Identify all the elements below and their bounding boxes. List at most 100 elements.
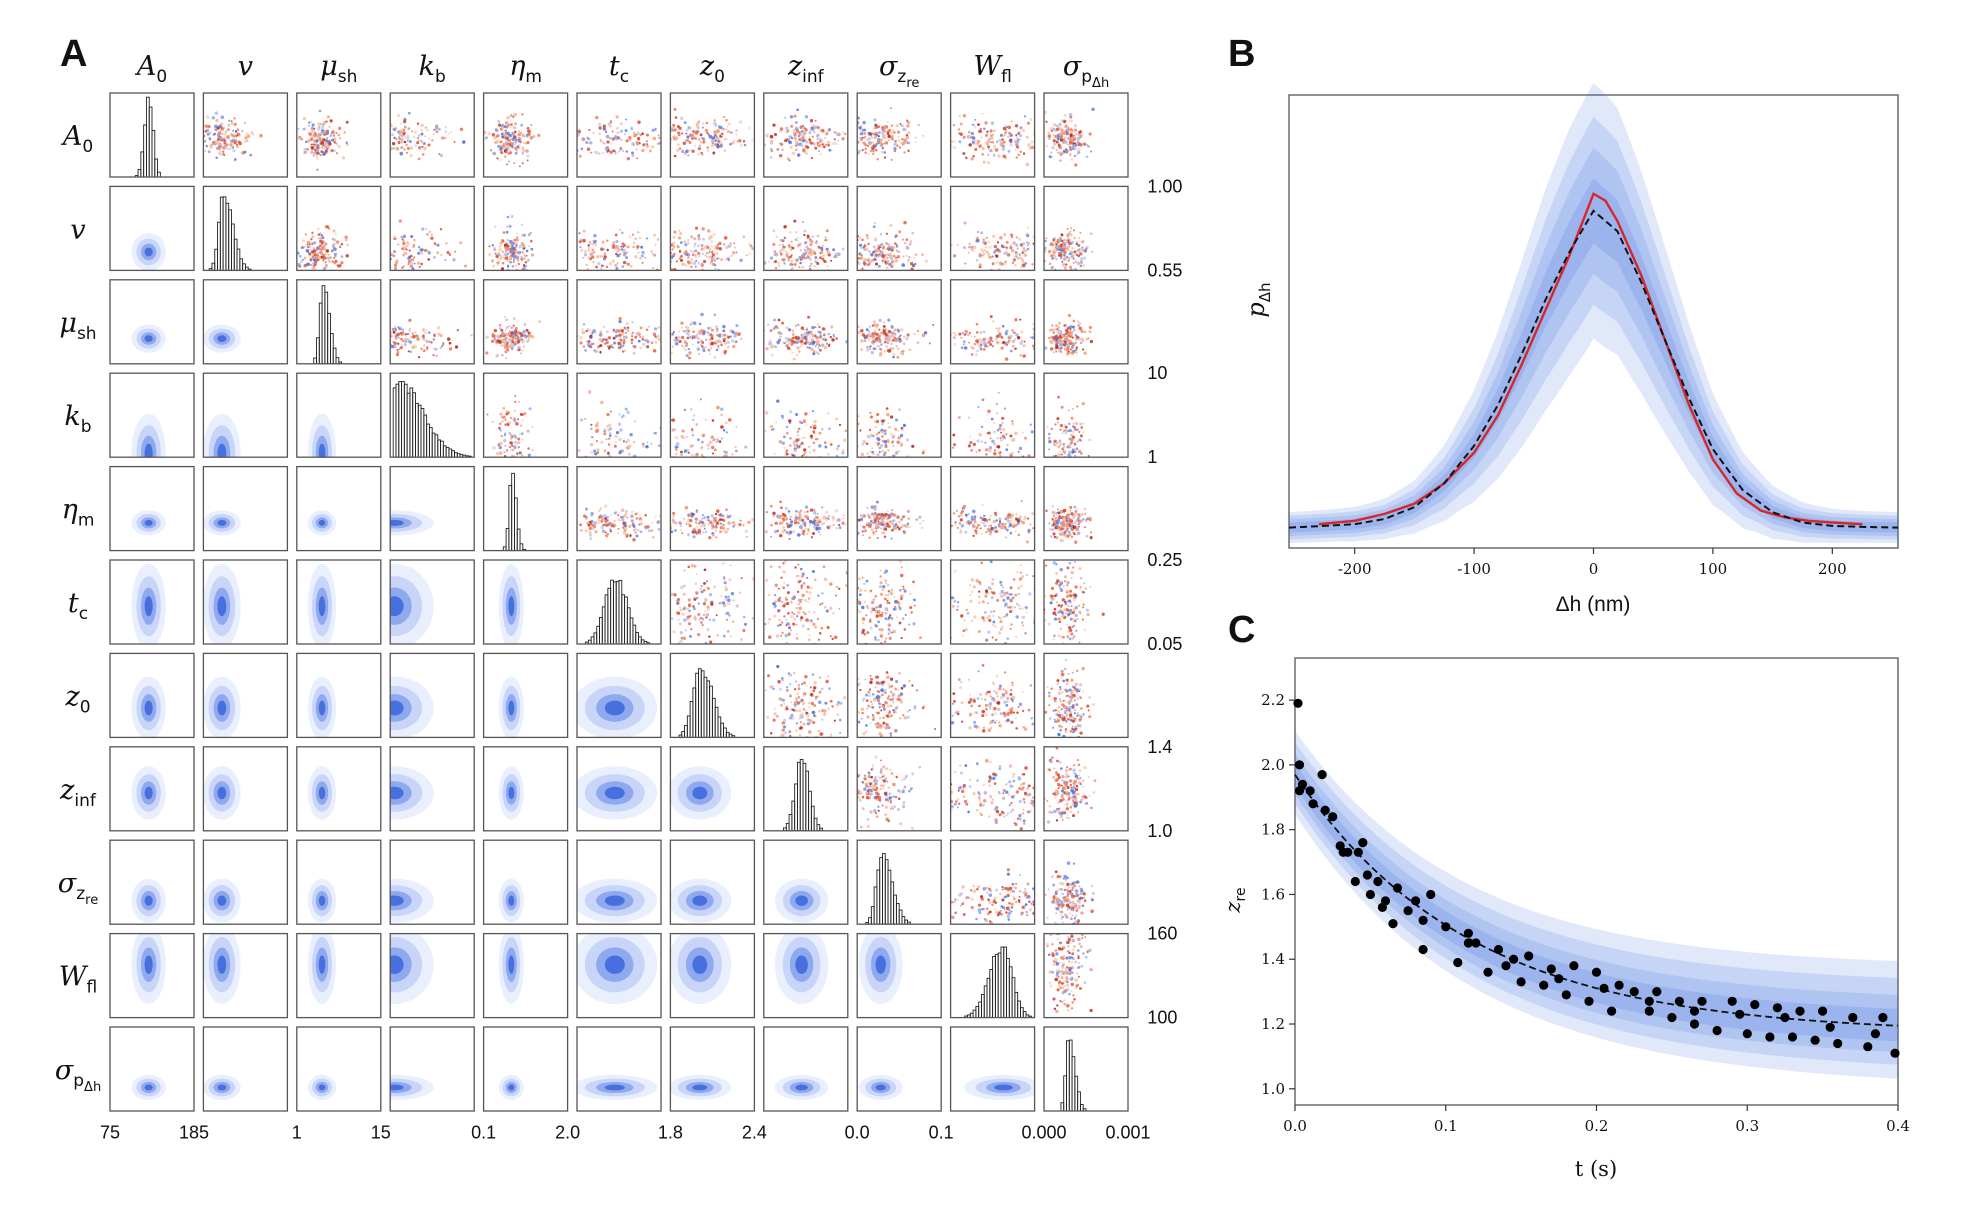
scatter-sample-point <box>953 146 957 150</box>
scatter-sample-point <box>579 246 582 249</box>
scatter-sample-point <box>622 243 627 247</box>
scatter-sample-point <box>504 316 507 319</box>
scatter-sample-point <box>1012 345 1015 348</box>
scatter-sample-point <box>788 337 791 340</box>
scatter-sample-point <box>803 233 806 237</box>
scatter-sample-point <box>639 346 642 350</box>
scatter-sample-point <box>1055 258 1058 261</box>
scatter-sample-point <box>796 346 800 350</box>
scatter-sample-point <box>834 329 836 331</box>
scatter-sample-point <box>1059 332 1063 336</box>
scatter-sample-point <box>506 215 510 219</box>
scatter-sample-point <box>508 160 510 163</box>
scatter-sample-point <box>684 243 688 247</box>
scatter-sample-point <box>1026 240 1031 245</box>
scatter-sample-point <box>1068 326 1071 329</box>
scatter-sample-point <box>680 116 684 120</box>
scatter-sample-point <box>913 332 916 336</box>
scatter-sample-point <box>850 243 853 246</box>
scatter-sample-point <box>1004 260 1007 263</box>
scatter-sample-point <box>866 138 869 141</box>
scatter-sample-point <box>896 355 900 359</box>
scatter-sample-point <box>811 335 814 338</box>
scatter-sample-point <box>510 142 514 146</box>
scatter-sample-point <box>652 122 654 124</box>
scatter-sample-point <box>203 139 207 143</box>
scatter-sample-point <box>212 143 215 146</box>
scatter-sample-point <box>384 246 386 248</box>
scatter-sample-point <box>840 322 843 325</box>
scatter-sample-point <box>1074 128 1077 131</box>
corner-cell-A0-W_fl <box>949 92 1036 178</box>
scatter-sample-point <box>711 136 716 140</box>
scatter-sample-point <box>852 242 854 244</box>
scatter-sample-point <box>663 244 666 247</box>
scatter-sample-point <box>697 245 700 248</box>
scatter-sample-point <box>760 354 763 357</box>
scatter-sample-point <box>371 127 373 129</box>
scatter-sample-point <box>964 329 968 334</box>
scatter-sample-point <box>401 266 404 269</box>
scatter-sample-point <box>589 257 593 261</box>
scatter-sample-point <box>435 130 439 134</box>
scatter-sample-point <box>803 328 806 332</box>
scatter-sample-point <box>706 149 710 152</box>
scatter-sample-point <box>1006 343 1009 346</box>
scatter-sample-point <box>408 327 412 331</box>
scatter-sample-point <box>558 247 561 250</box>
scatter-sample-point <box>569 136 572 139</box>
col-header-sigma_pdh: σpΔh <box>1063 51 1109 91</box>
scatter-sample-point <box>673 230 677 234</box>
scatter-sample-point <box>318 109 322 113</box>
scatter-sample-point <box>1016 247 1019 250</box>
scatter-sample-point <box>971 141 976 145</box>
scatter-sample-point <box>681 149 685 153</box>
scatter-sample-point <box>316 253 319 256</box>
scatter-sample-point <box>510 326 513 329</box>
scatter-sample-point <box>1075 338 1078 341</box>
scatter-sample-point <box>1005 246 1008 249</box>
scatter-sample-point <box>527 132 531 136</box>
scatter-sample-point <box>641 152 644 155</box>
scatter-sample-point <box>302 127 306 131</box>
scatter-sample-point <box>739 258 743 262</box>
scatter-sample-point <box>678 339 682 344</box>
scatter-sample-point <box>489 149 493 152</box>
scatter-sample-point <box>527 129 532 134</box>
scatter-sample-point <box>755 324 758 327</box>
scatter-sample-point <box>878 339 882 343</box>
scatter-sample-point <box>811 135 815 138</box>
scatter-sample-point <box>693 242 697 246</box>
scatter-sample-point <box>318 137 323 141</box>
scatter-sample-point <box>417 136 420 140</box>
scatter-sample-point <box>697 251 701 256</box>
row-label-sub2-sigma_pdh: Δh <box>84 1080 101 1095</box>
scatter-sample-point <box>1010 248 1015 253</box>
scatter-sample-point <box>801 139 805 143</box>
corner-cell-content <box>670 226 754 271</box>
scatter-sample-point <box>841 144 843 146</box>
scatter-sample-point <box>618 150 621 153</box>
col-header-sub-W_fl: fl <box>1001 67 1012 87</box>
scatter-sample-point <box>909 243 912 246</box>
scatter-sample-point <box>337 338 340 341</box>
scatter-sample-point <box>815 336 819 340</box>
scatter-sample-point <box>525 467 527 469</box>
scatter-sample-point <box>905 128 908 131</box>
scatter-sample-point <box>503 433 507 437</box>
scatter-sample-point <box>508 332 512 336</box>
scatter-sample-point <box>763 261 767 265</box>
corner-cell-frame <box>669 185 756 272</box>
scatter-sample-point <box>798 265 801 269</box>
scatter-sample-point <box>893 142 897 146</box>
scatter-sample-point <box>437 127 441 131</box>
scatter-sample-point <box>667 337 670 340</box>
scatter-sample-point <box>893 274 896 277</box>
scatter-sample-point <box>585 140 589 145</box>
row-label-z0: z0 <box>64 681 90 717</box>
scatter-sample-point <box>637 132 641 136</box>
scatter-sample-point <box>619 338 623 342</box>
scatter-sample-point <box>386 251 389 254</box>
scatter-sample-point <box>813 131 816 134</box>
scatter-sample-point <box>800 342 804 346</box>
